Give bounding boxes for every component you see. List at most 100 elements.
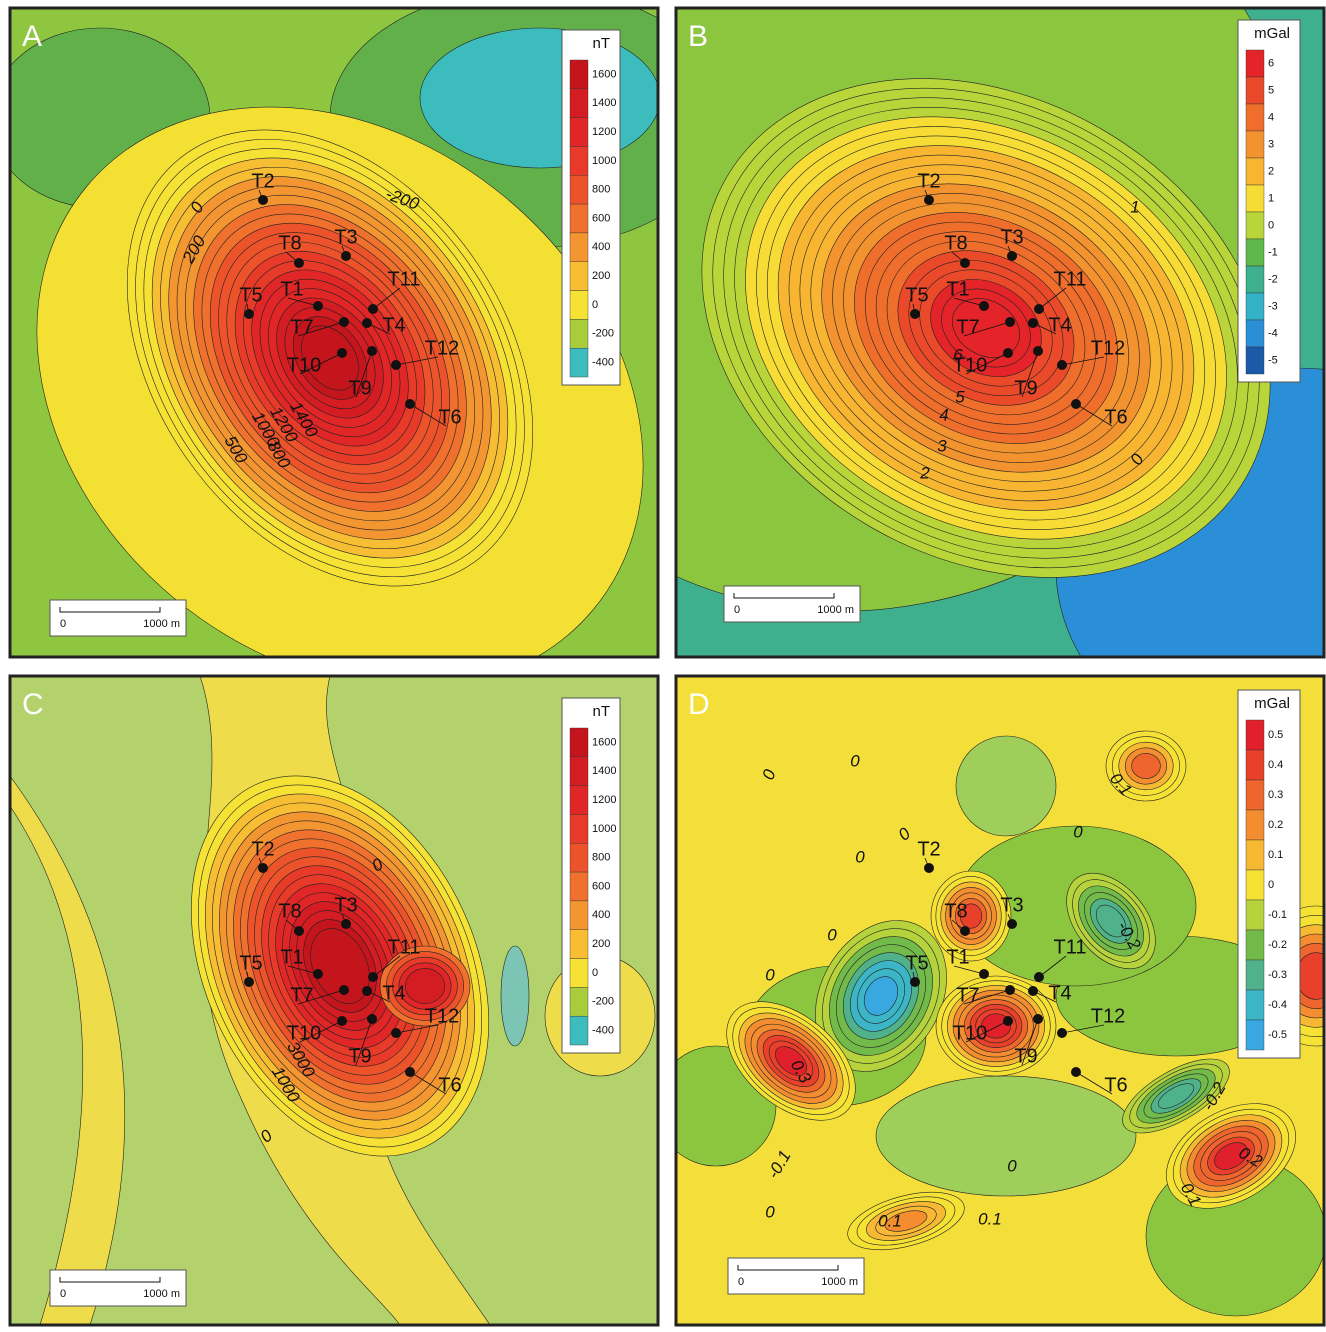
station-marker — [979, 301, 989, 311]
station-marker — [1003, 348, 1013, 358]
station-marker — [979, 969, 989, 979]
contour-label: 0 — [765, 1202, 775, 1221]
station-marker — [1028, 318, 1038, 328]
colorbar-tick-label: 4 — [1268, 111, 1274, 123]
scale-label: 1000 m — [821, 1276, 858, 1288]
colorbar-tick-label: 1600 — [592, 736, 616, 748]
colorbar-tick-label: 600 — [592, 212, 610, 224]
colorbar-swatch — [1246, 77, 1264, 104]
scale-label: 1000 m — [143, 1288, 180, 1300]
station-marker — [339, 317, 349, 327]
station-label: T8 — [278, 232, 301, 254]
colorbar-tick-label: -0.4 — [1268, 999, 1287, 1011]
station-label: T4 — [1048, 982, 1071, 1004]
station-label: T10 — [287, 354, 321, 376]
colorbar-tick-label: 1200 — [592, 794, 616, 806]
colorbar-swatch — [1246, 347, 1264, 374]
station-marker — [362, 318, 372, 328]
contour-label: 0 — [827, 925, 837, 944]
station-marker — [924, 195, 934, 205]
station-marker — [1034, 304, 1044, 314]
station-label: T7 — [290, 316, 313, 338]
station-marker — [294, 926, 304, 936]
colorbar-tick-label: -0.3 — [1268, 969, 1287, 981]
station-label: T5 — [239, 284, 262, 306]
station-label: T10 — [953, 354, 987, 376]
station-label: T2 — [251, 838, 274, 860]
panel-letter: D — [688, 688, 710, 721]
colorbar-swatch — [1246, 239, 1264, 266]
station-label: T5 — [905, 284, 928, 306]
station-label: T1 — [280, 278, 303, 300]
map — [10, 676, 658, 1325]
colorbar-tick-label: -400 — [592, 1024, 614, 1036]
low-zone — [420, 28, 660, 168]
station-marker — [1003, 1016, 1013, 1026]
colorbar-tick-label: 0 — [1268, 219, 1274, 231]
colorbar-tick-label: 3 — [1268, 138, 1274, 150]
station-marker — [258, 195, 268, 205]
colorbar-swatch — [1246, 320, 1264, 347]
station-marker — [1005, 985, 1015, 995]
station-label: T6 — [438, 406, 461, 428]
station-marker — [341, 251, 351, 261]
contour-label: 0 — [1073, 822, 1083, 841]
colorbar-swatch — [570, 89, 588, 118]
station-label: T7 — [956, 316, 979, 338]
station-marker — [405, 399, 415, 409]
contour-label: 0 — [1007, 1156, 1017, 1175]
station-label: T6 — [1104, 1074, 1127, 1096]
colorbar-swatch — [570, 291, 588, 320]
low-zone — [956, 736, 1056, 836]
station-label: T7 — [290, 984, 313, 1006]
colorbar-tick-label: 200 — [592, 270, 610, 282]
station-marker — [367, 1014, 377, 1024]
station-label: T7 — [956, 984, 979, 1006]
colorbar-unit: nT — [592, 703, 610, 720]
station-marker — [337, 348, 347, 358]
station-label: T11 — [388, 268, 421, 290]
colorbar-swatch — [1246, 720, 1264, 750]
station-marker — [368, 972, 378, 982]
colorbar-swatch — [570, 930, 588, 959]
station-marker — [258, 863, 268, 873]
scale-label: 0 — [738, 1276, 744, 1288]
station-marker — [367, 346, 377, 356]
colorbar-swatch — [1246, 780, 1264, 810]
station-label: T11 — [388, 936, 421, 958]
station-label: T12 — [425, 337, 459, 359]
colorbar-swatch — [1246, 960, 1264, 990]
contour-label: 4 — [939, 405, 948, 424]
colorbar-tick-label: 800 — [592, 852, 610, 864]
colorbar-swatch — [570, 843, 588, 872]
station-marker — [1033, 1014, 1043, 1024]
colorbar-swatch — [1246, 750, 1264, 780]
station-label: T2 — [251, 170, 274, 192]
station-label: T9 — [348, 1045, 371, 1067]
colorbar-swatch — [570, 233, 588, 262]
colorbar-swatch — [570, 262, 588, 291]
station-label: T1 — [946, 278, 969, 300]
colorbar-tick-label: 1400 — [592, 765, 616, 777]
station-label: T1 — [280, 946, 303, 968]
colorbar-tick-label: -1 — [1268, 246, 1278, 258]
station-marker — [960, 926, 970, 936]
contour-label: 0 — [850, 751, 860, 770]
colorbar-tick-label: 0.5 — [1268, 729, 1283, 741]
colorbar-tick-label: 400 — [592, 909, 610, 921]
colorbar-swatch — [1246, 990, 1264, 1020]
colorbar-swatch — [1246, 870, 1264, 900]
station-label: T4 — [1048, 314, 1071, 336]
contour-label: 0 — [765, 965, 775, 984]
contour-label: 0.1 — [878, 1211, 902, 1230]
colorbar-tick-label: 0 — [1268, 879, 1274, 891]
low-zone — [876, 1076, 1136, 1196]
colorbar-swatch — [1246, 930, 1264, 960]
station-marker — [339, 985, 349, 995]
colorbar-unit: mGal — [1254, 25, 1290, 42]
colorbar-tick-label: -0.5 — [1268, 1029, 1287, 1041]
station-label: T8 — [278, 900, 301, 922]
colorbar-tick-label: -400 — [592, 356, 614, 368]
station-label: T9 — [1014, 1045, 1037, 1067]
station-label: T8 — [944, 232, 967, 254]
